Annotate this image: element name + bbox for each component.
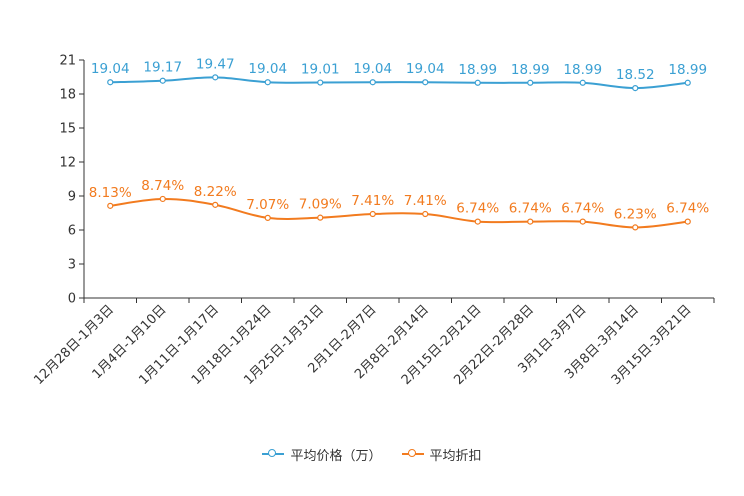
data-label: 6.74% [666,201,709,217]
y-tick-label: 12 [59,156,76,171]
data-label: 18.99 [668,62,707,78]
data-label: 8.22% [194,184,237,200]
data-label: 18.52 [616,67,655,83]
data-label: 18.99 [458,62,497,78]
series-avg-price: 19.04 19.17 19.47 19.04 19.01 19.04 19.04 18.99… [91,56,707,92]
data-point[interactable] [107,202,114,209]
data-point[interactable] [107,79,114,86]
data-point[interactable] [212,201,219,208]
data-label: 6.74% [561,201,604,217]
data-point[interactable] [317,79,324,86]
data-point[interactable] [632,85,639,92]
data-label: 8.13% [89,185,132,201]
chart-series: 19.04 19.17 19.47 19.04 19.01 19.04 19.04 18.99… [89,56,709,231]
data-point[interactable] [579,218,586,225]
legend-item-avg-discount[interactable]: 平均折扣 [401,445,482,464]
data-point[interactable] [317,214,324,221]
data-label: 7.41% [351,193,394,209]
data-label: 7.07% [246,197,289,213]
data-label: 7.41% [404,193,447,209]
data-label: 18.99 [563,62,602,78]
data-point[interactable] [422,79,429,86]
y-tick-label: 15 [59,122,76,137]
data-label: 19.04 [353,61,392,77]
y-tick-label: 21 [59,54,76,69]
series-avg-discount: 8.13% 8.74% 8.22% 7.07% 7.09% 7.41% 7.41% 6.74%… [89,178,709,231]
data-point[interactable] [159,195,166,203]
data-label: 6.74% [456,201,499,217]
data-point[interactable] [369,210,376,218]
data-point[interactable] [264,79,271,86]
data-point[interactable] [422,210,429,218]
y-tick-label: 0 [68,292,76,307]
series-line [110,76,688,90]
data-label: 6.74% [509,201,552,217]
y-tick-label: 6 [68,224,76,239]
y-tick-label: 9 [68,190,76,205]
data-label: 19.47 [196,56,235,72]
data-label: 19.04 [248,61,287,77]
y-tick-label: 18 [59,88,76,103]
chart-axes: 03691215182112月28日-1月3日1月4日-1月10日1月11日-1… [31,54,715,388]
data-point[interactable] [632,224,639,231]
legend-label-avg-price: 平均价格（万） [290,448,382,464]
data-point[interactable] [369,79,376,86]
data-point[interactable] [527,79,534,86]
legend-item-avg-price[interactable]: 平均价格（万） [262,445,382,464]
data-point[interactable] [579,79,586,86]
data-label: 19.17 [143,60,182,76]
data-label: 18.99 [511,62,550,78]
data-label: 6.23% [614,206,657,222]
legend-label-avg-discount: 平均折扣 [429,448,482,464]
data-point[interactable] [527,218,534,225]
data-label: 19.04 [406,61,445,77]
legend-line-marker-icon [262,448,285,460]
legend-line-marker-icon [401,448,424,460]
series-line [110,197,688,229]
data-point[interactable] [684,218,691,225]
data-label: 19.01 [301,62,340,78]
data-point[interactable] [474,79,481,86]
data-label: 7.09% [299,197,342,213]
data-point[interactable] [264,214,271,221]
data-point[interactable] [684,79,691,86]
data-point[interactable] [474,218,481,225]
data-point[interactable] [159,77,166,84]
data-label: 8.74% [141,178,184,194]
y-tick-label: 3 [68,258,76,273]
chart-legend: 平均价格（万） 平均折扣 [0,444,744,464]
data-label: 19.04 [91,61,130,77]
data-point[interactable] [212,74,219,81]
